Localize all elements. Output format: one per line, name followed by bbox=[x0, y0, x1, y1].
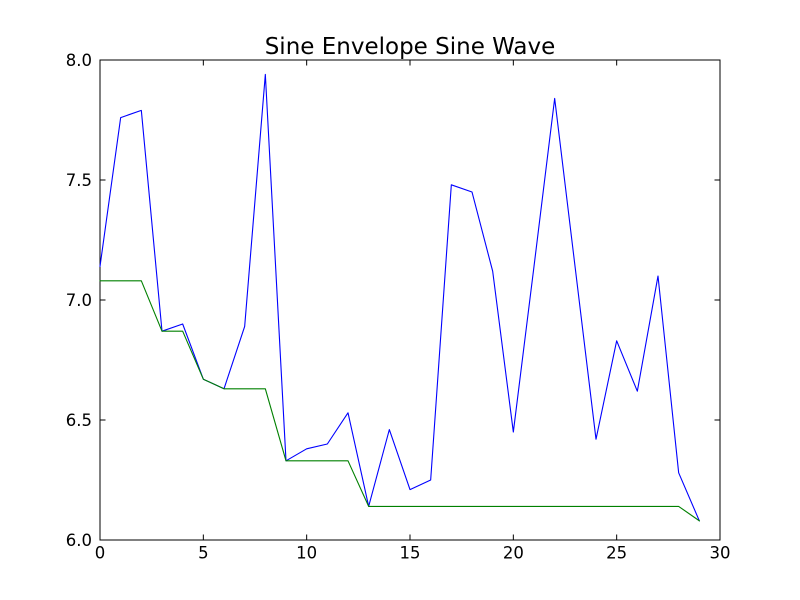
x-tick-label: 0 bbox=[95, 544, 106, 563]
y-tick-label: 6.5 bbox=[66, 411, 92, 430]
series-line-blue-series bbox=[99, 73, 701, 522]
x-tick-label: 10 bbox=[296, 544, 317, 563]
x-tick-label: 20 bbox=[503, 544, 524, 563]
y-tick-label: 7.5 bbox=[66, 171, 92, 190]
series-lines bbox=[99, 73, 701, 522]
series-line-green-series bbox=[99, 280, 701, 522]
x-tick-label: 5 bbox=[198, 544, 209, 563]
x-tick-labels: 0 5 10 15 20 25 30 bbox=[95, 544, 731, 563]
y-tick-label: 8.0 bbox=[66, 51, 92, 70]
chart-title: Sine Envelope Sine Wave bbox=[265, 34, 556, 60]
plot-area bbox=[99, 59, 721, 541]
x-tick-label: 25 bbox=[606, 544, 627, 563]
y-tick-labels: 6.0 6.5 7.0 7.5 8.0 bbox=[66, 51, 92, 550]
tick-marks bbox=[99, 59, 721, 541]
x-tick-label: 30 bbox=[710, 544, 731, 563]
y-tick-label: 7.0 bbox=[66, 291, 92, 310]
y-tick-label: 6.0 bbox=[66, 531, 92, 550]
x-tick-label: 15 bbox=[400, 544, 421, 563]
